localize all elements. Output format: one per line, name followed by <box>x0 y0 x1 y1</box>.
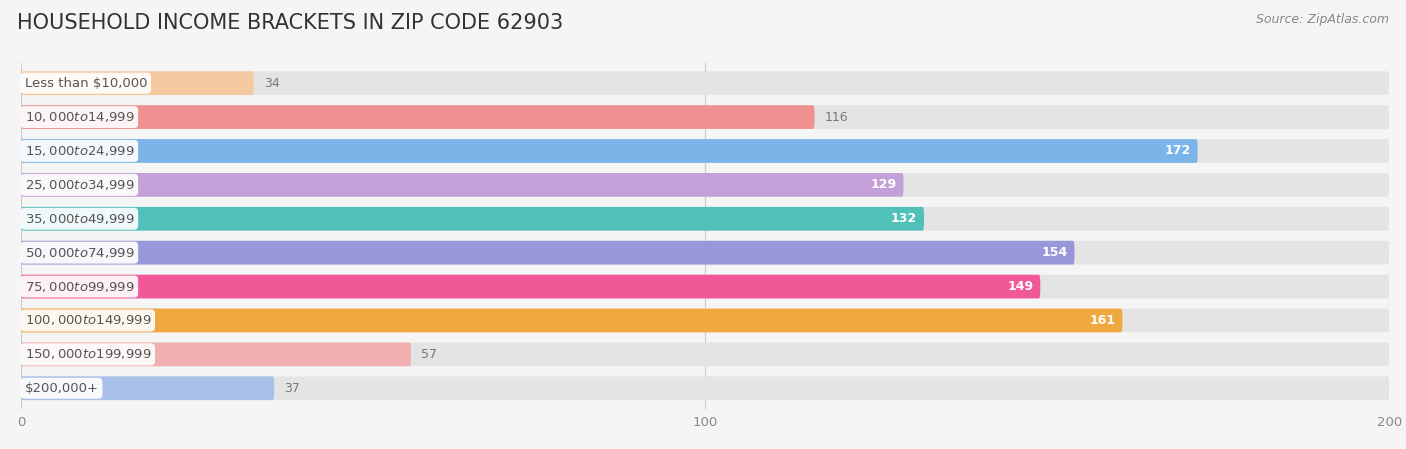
FancyBboxPatch shape <box>21 275 1040 299</box>
Text: $50,000 to $74,999: $50,000 to $74,999 <box>24 246 134 260</box>
Text: $150,000 to $199,999: $150,000 to $199,999 <box>24 348 150 361</box>
Text: $100,000 to $149,999: $100,000 to $149,999 <box>24 313 150 327</box>
FancyBboxPatch shape <box>21 275 1389 299</box>
Text: 154: 154 <box>1042 246 1067 259</box>
Text: 172: 172 <box>1164 145 1191 158</box>
FancyBboxPatch shape <box>21 105 1389 129</box>
Text: $75,000 to $99,999: $75,000 to $99,999 <box>24 280 134 294</box>
Text: Source: ZipAtlas.com: Source: ZipAtlas.com <box>1256 13 1389 26</box>
Text: 149: 149 <box>1007 280 1033 293</box>
FancyBboxPatch shape <box>21 308 1389 332</box>
FancyBboxPatch shape <box>21 343 411 366</box>
Text: $200,000+: $200,000+ <box>24 382 98 395</box>
Text: $15,000 to $24,999: $15,000 to $24,999 <box>24 144 134 158</box>
Text: 34: 34 <box>264 77 280 90</box>
Text: 37: 37 <box>284 382 301 395</box>
Text: 129: 129 <box>870 178 897 191</box>
FancyBboxPatch shape <box>21 207 1389 231</box>
FancyBboxPatch shape <box>21 173 904 197</box>
Text: Less than $10,000: Less than $10,000 <box>24 77 148 90</box>
FancyBboxPatch shape <box>21 207 924 231</box>
Text: HOUSEHOLD INCOME BRACKETS IN ZIP CODE 62903: HOUSEHOLD INCOME BRACKETS IN ZIP CODE 62… <box>17 13 564 34</box>
FancyBboxPatch shape <box>21 343 1389 366</box>
FancyBboxPatch shape <box>21 376 1389 400</box>
Text: 57: 57 <box>422 348 437 361</box>
FancyBboxPatch shape <box>21 308 1122 332</box>
FancyBboxPatch shape <box>21 241 1074 264</box>
FancyBboxPatch shape <box>21 241 1389 264</box>
FancyBboxPatch shape <box>21 376 274 400</box>
FancyBboxPatch shape <box>21 105 814 129</box>
FancyBboxPatch shape <box>21 139 1198 163</box>
Text: $25,000 to $34,999: $25,000 to $34,999 <box>24 178 134 192</box>
FancyBboxPatch shape <box>21 71 253 95</box>
FancyBboxPatch shape <box>21 173 1389 197</box>
Text: $35,000 to $49,999: $35,000 to $49,999 <box>24 212 134 226</box>
FancyBboxPatch shape <box>21 139 1389 163</box>
Text: 116: 116 <box>825 110 848 123</box>
FancyBboxPatch shape <box>21 71 1389 95</box>
Text: 161: 161 <box>1090 314 1115 327</box>
Text: 132: 132 <box>891 212 917 225</box>
Text: $10,000 to $14,999: $10,000 to $14,999 <box>24 110 134 124</box>
